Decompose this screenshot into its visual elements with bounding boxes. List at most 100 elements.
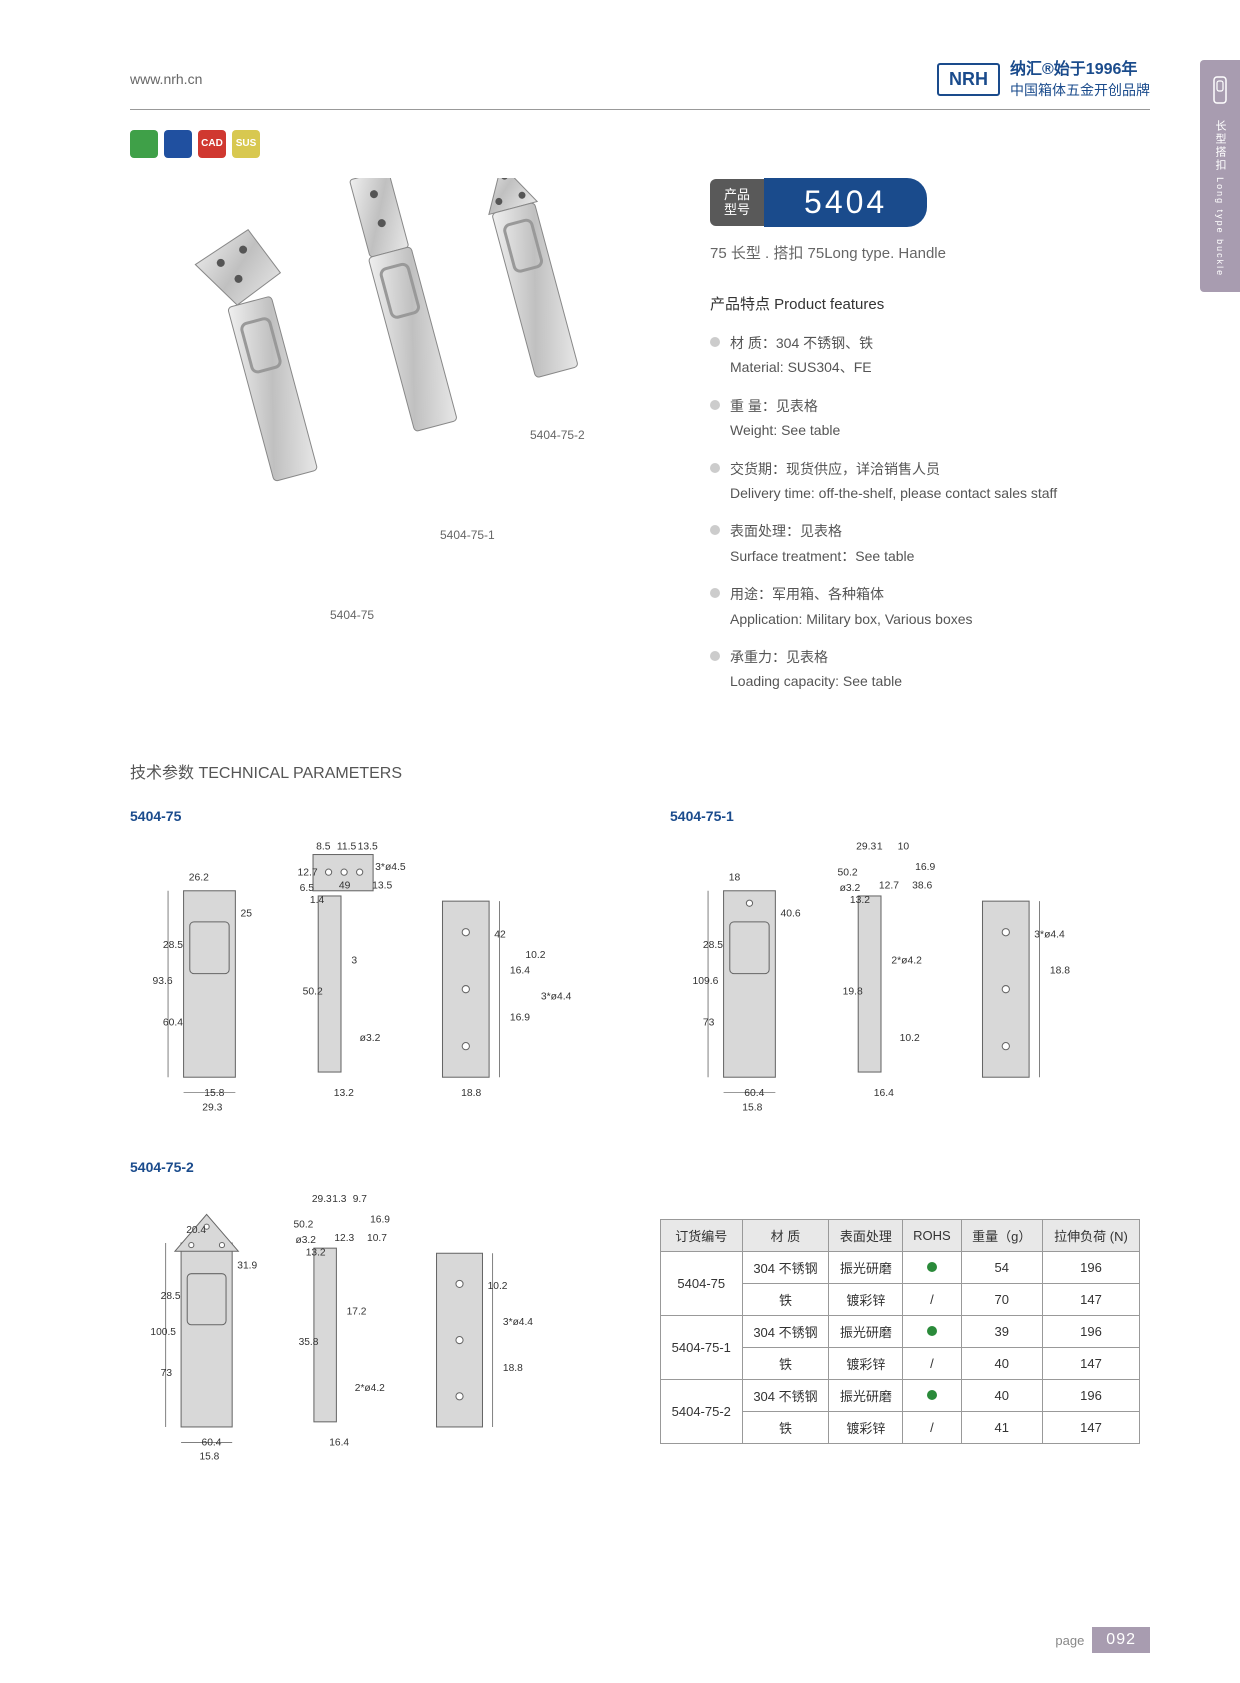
- table-row: 5404-75-2304 不锈钢 振光研磨 40 196: [661, 1379, 1140, 1411]
- table-cell: 304 不锈钢: [742, 1379, 829, 1411]
- svg-text:13.5: 13.5: [372, 880, 392, 891]
- table-cell: 304 不锈钢: [742, 1315, 829, 1347]
- table-cell: 铁: [742, 1411, 829, 1443]
- brand-line1: 纳汇®始于1996年: [1010, 60, 1150, 81]
- svg-text:16.4: 16.4: [329, 1437, 349, 1448]
- svg-text:50.2: 50.2: [293, 1219, 313, 1230]
- table-cell: [903, 1251, 961, 1283]
- spec-table-wrap: 订货编号材 质表面处理ROHS重量（g）拉伸负荷 (N)5404-75304 不…: [660, 1159, 1140, 1444]
- page-num-value: 092: [1092, 1627, 1150, 1653]
- table-row: 5404-75304 不锈钢 振光研磨 54 196: [661, 1251, 1140, 1283]
- svg-text:93.6: 93.6: [153, 976, 173, 987]
- table-cell: [903, 1379, 961, 1411]
- table-cell: 40: [961, 1379, 1042, 1411]
- svg-text:60.4: 60.4: [163, 1017, 183, 1028]
- table-cell: 振光研磨: [829, 1379, 903, 1411]
- svg-text:18.8: 18.8: [503, 1362, 523, 1373]
- svg-text:13.5: 13.5: [358, 841, 378, 852]
- badge-icon: CAD: [198, 130, 226, 158]
- product-label-2: 5404-75-2: [530, 428, 585, 442]
- svg-text:28.5: 28.5: [703, 939, 723, 950]
- rohs-dot-icon: [927, 1262, 937, 1272]
- svg-text:2*ø4.2: 2*ø4.2: [355, 1383, 385, 1394]
- svg-text:18.8: 18.8: [1050, 965, 1070, 976]
- brand-line2: 中国箱体五金开创品牌: [1010, 81, 1150, 99]
- svg-text:29.3: 29.3: [856, 841, 876, 852]
- side-tab-text: 长型搭扣 Long type buckle: [1212, 120, 1228, 277]
- table-cell: 54: [961, 1251, 1042, 1283]
- svg-text:12.7: 12.7: [298, 867, 318, 878]
- table-cell: 41: [961, 1411, 1042, 1443]
- svg-text:12.3: 12.3: [334, 1233, 354, 1244]
- table-cell: [903, 1315, 961, 1347]
- svg-text:16.9: 16.9: [915, 862, 935, 873]
- table-cell: 镀彩锌: [829, 1347, 903, 1379]
- table-header: 表面处理: [829, 1219, 903, 1251]
- table-cell: 196: [1043, 1251, 1140, 1283]
- svg-text:10.7: 10.7: [367, 1233, 387, 1244]
- diagram-5404-75-1: 5404-75-1 18109.628.57340.660.415.829.31…: [670, 808, 1150, 1129]
- table-cell: 40: [961, 1347, 1042, 1379]
- svg-text:16.4: 16.4: [874, 1088, 894, 1099]
- features-list: 材 质：304 不锈钢、铁Material: SUS304、FE重 量：见表格W…: [710, 332, 1150, 693]
- brand: NRH 纳汇®始于1996年 中国箱体五金开创品牌: [937, 60, 1150, 99]
- svg-text:12.7: 12.7: [879, 880, 899, 891]
- table-cell: 147: [1043, 1347, 1140, 1379]
- feature-item: 材 质：304 不锈钢、铁Material: SUS304、FE: [710, 332, 1150, 379]
- table-header: 材 质: [742, 1219, 829, 1251]
- svg-text:1: 1: [877, 841, 883, 852]
- buckle-icon: [1210, 75, 1230, 105]
- table-cell: 5404-75: [661, 1251, 743, 1315]
- model-subtitle: 75 长型 . 搭扣 75Long type. Handle: [710, 242, 1150, 263]
- diagram-label: 5404-75-2: [130, 1159, 600, 1175]
- svg-text:8.5: 8.5: [316, 841, 331, 852]
- svg-text:10.2: 10.2: [900, 1033, 920, 1044]
- side-tab: 长型搭扣 Long type buckle: [1200, 60, 1240, 292]
- table-cell: 304 不锈钢: [742, 1251, 829, 1283]
- table-cell: 70: [961, 1283, 1042, 1315]
- table-header: 拉伸负荷 (N): [1043, 1219, 1140, 1251]
- feature-item: 交货期：现货供应，详洽销售人员Delivery time: off-the-sh…: [710, 458, 1150, 505]
- svg-text:16.9: 16.9: [370, 1214, 390, 1225]
- svg-text:ø3.2: ø3.2: [360, 1033, 381, 1044]
- svg-text:10.2: 10.2: [488, 1281, 508, 1292]
- svg-text:60.4: 60.4: [744, 1088, 764, 1099]
- table-cell: 铁: [742, 1283, 829, 1315]
- svg-text:60.4: 60.4: [202, 1437, 222, 1448]
- svg-text:73: 73: [703, 1017, 715, 1028]
- svg-text:40.6: 40.6: [781, 908, 801, 919]
- svg-text:6.5: 6.5: [300, 882, 315, 893]
- svg-text:35.8: 35.8: [299, 1337, 319, 1348]
- svg-text:10: 10: [898, 841, 910, 852]
- table-cell: 39: [961, 1315, 1042, 1347]
- product-label-1: 5404-75-1: [440, 528, 495, 542]
- table-cell: 振光研磨: [829, 1251, 903, 1283]
- diagram-label: 5404-75-1: [670, 808, 1150, 824]
- svg-text:13.2: 13.2: [850, 895, 870, 906]
- table-header: ROHS: [903, 1219, 961, 1251]
- svg-text:18: 18: [729, 872, 741, 883]
- svg-text:11.5: 11.5: [337, 841, 357, 852]
- svg-text:ø3.2: ø3.2: [296, 1235, 317, 1246]
- table-cell: 147: [1043, 1283, 1140, 1315]
- spec-table: 订货编号材 质表面处理ROHS重量（g）拉伸负荷 (N)5404-75304 不…: [660, 1219, 1140, 1444]
- rohs-dot-icon: [927, 1326, 937, 1336]
- badge-icon: [130, 130, 158, 158]
- svg-text:50.2: 50.2: [838, 867, 858, 878]
- table-cell: 铁: [742, 1347, 829, 1379]
- table-cell: /: [903, 1411, 961, 1443]
- svg-text:20.4: 20.4: [186, 1224, 206, 1235]
- diagrams-row-2: 5404-75-2 20.4100.528.57331.960.415.829.…: [130, 1159, 1150, 1480]
- product-info: 产品型号 5404 75 长型 . 搭扣 75Long type. Handle…: [710, 178, 1150, 709]
- product-label-0: 5404-75: [330, 608, 374, 622]
- feature-item: 表面处理：见表格Surface treatment：See table: [710, 520, 1150, 567]
- svg-text:3*ø4.4: 3*ø4.4: [503, 1316, 533, 1327]
- svg-text:29.3: 29.3: [202, 1102, 222, 1113]
- svg-text:15.8: 15.8: [742, 1102, 762, 1113]
- svg-text:2*ø4.2: 2*ø4.2: [891, 955, 922, 966]
- table-cell: 147: [1043, 1411, 1140, 1443]
- svg-text:100.5: 100.5: [150, 1327, 176, 1338]
- svg-text:13.2: 13.2: [306, 1247, 326, 1258]
- product-images: 5404-75 5404-75-1 5404-75-2: [130, 178, 680, 658]
- model-label: 产品型号: [710, 179, 764, 226]
